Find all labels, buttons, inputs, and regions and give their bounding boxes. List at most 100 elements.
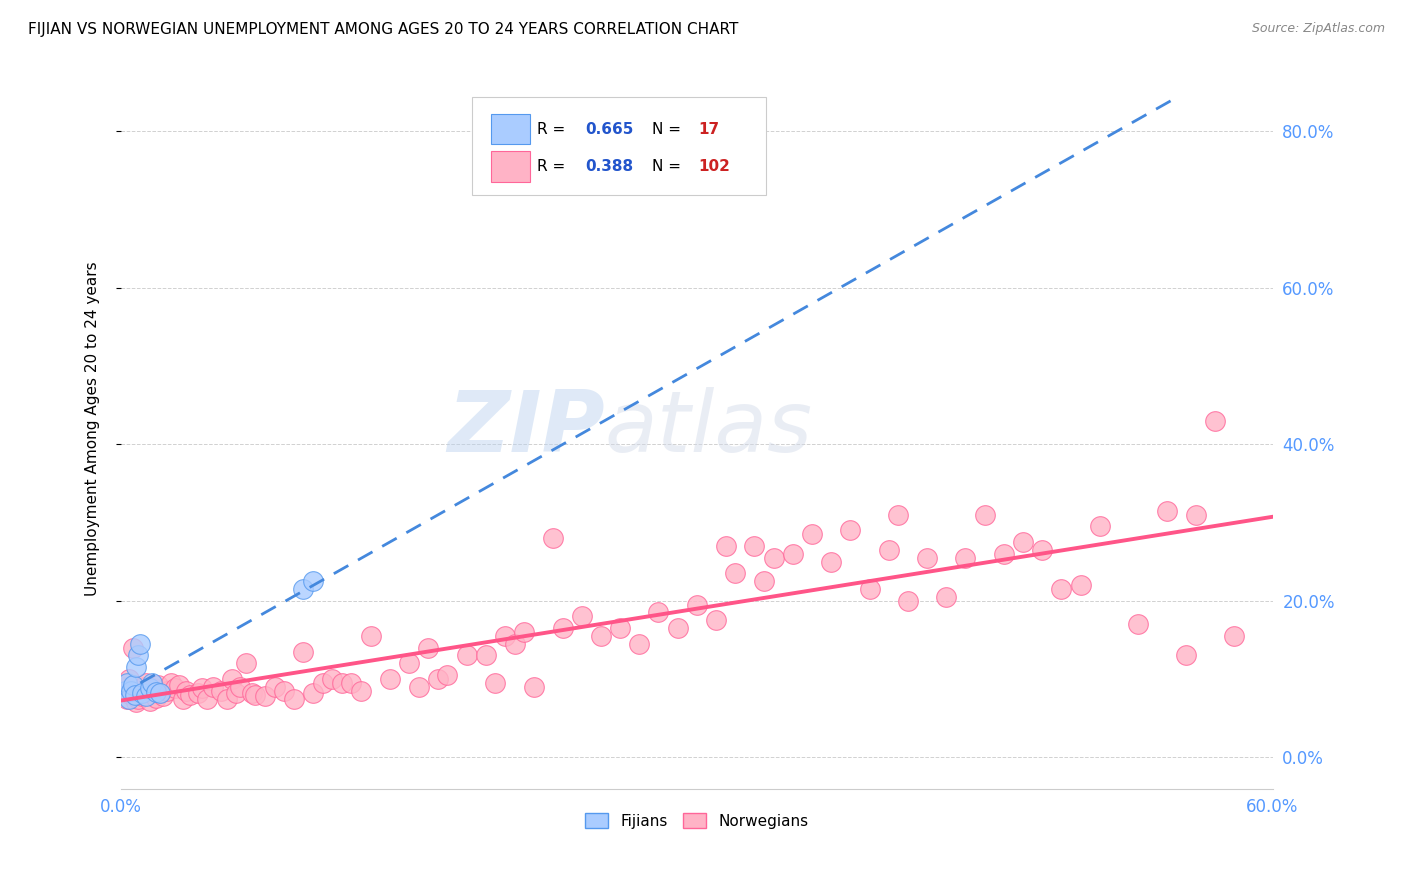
Point	[1156, 504, 1178, 518]
Point	[245, 688, 267, 702]
Point	[877, 542, 900, 557]
Point	[148, 686, 170, 700]
Text: 0.665: 0.665	[585, 121, 634, 136]
Point	[1223, 629, 1246, 643]
Point	[145, 685, 167, 699]
Point	[263, 680, 285, 694]
Point	[1204, 414, 1226, 428]
Point	[704, 613, 727, 627]
Point	[714, 539, 737, 553]
Point	[114, 683, 136, 698]
Point	[163, 681, 186, 696]
Point	[887, 508, 910, 522]
Point	[820, 555, 842, 569]
Point	[408, 680, 430, 694]
Point	[225, 686, 247, 700]
Point	[115, 676, 138, 690]
Point	[398, 657, 420, 671]
Text: R =: R =	[537, 159, 569, 174]
Point	[190, 681, 212, 696]
Point	[229, 680, 252, 694]
Point	[436, 668, 458, 682]
Point	[456, 648, 478, 663]
Point	[955, 550, 977, 565]
Point	[187, 686, 209, 700]
Point	[1031, 542, 1053, 557]
Point	[112, 680, 135, 694]
Point	[202, 680, 225, 694]
Point	[1070, 578, 1092, 592]
Point	[494, 629, 516, 643]
Point	[221, 672, 243, 686]
Text: 102: 102	[697, 159, 730, 174]
Point	[801, 527, 824, 541]
Point	[1128, 617, 1150, 632]
Point	[146, 678, 169, 692]
Point	[139, 694, 162, 708]
Point	[474, 648, 496, 663]
Point	[145, 690, 167, 705]
Point	[666, 621, 689, 635]
Point	[589, 629, 612, 643]
Point	[839, 523, 862, 537]
Point	[292, 644, 315, 658]
Point	[541, 531, 564, 545]
Point	[321, 672, 343, 686]
Point	[571, 609, 593, 624]
Text: Source: ZipAtlas.com: Source: ZipAtlas.com	[1251, 22, 1385, 36]
Point	[120, 688, 142, 702]
Point	[724, 566, 747, 581]
Point	[135, 676, 157, 690]
Point	[283, 691, 305, 706]
Point	[1012, 535, 1035, 549]
Y-axis label: Unemployment Among Ages 20 to 24 years: Unemployment Among Ages 20 to 24 years	[86, 261, 100, 596]
Point	[127, 691, 149, 706]
Text: 0.388: 0.388	[585, 159, 633, 174]
Point	[115, 691, 138, 706]
Point	[176, 683, 198, 698]
Point	[179, 688, 201, 702]
Point	[254, 689, 277, 703]
Point	[762, 550, 785, 565]
Legend: Fijians, Norwegians: Fijians, Norwegians	[579, 806, 814, 835]
Point	[311, 676, 333, 690]
Point	[647, 606, 669, 620]
Point	[1175, 648, 1198, 663]
Point	[686, 598, 709, 612]
Point	[418, 640, 440, 655]
Point	[156, 684, 179, 698]
Point	[915, 550, 938, 565]
Point	[129, 683, 152, 698]
Point	[141, 676, 163, 690]
Point	[897, 593, 920, 607]
Text: atlas: atlas	[605, 387, 813, 470]
Point	[172, 691, 194, 706]
Point	[135, 689, 157, 703]
Point	[118, 691, 141, 706]
Point	[125, 660, 148, 674]
Point	[503, 637, 526, 651]
Point	[292, 582, 315, 596]
Point	[235, 657, 257, 671]
Text: N =: N =	[652, 159, 686, 174]
Point	[1088, 519, 1111, 533]
Point	[378, 672, 401, 686]
Point	[114, 683, 136, 698]
Point	[609, 621, 631, 635]
Point	[273, 683, 295, 698]
Point	[551, 621, 574, 635]
Point	[142, 681, 165, 696]
Point	[160, 676, 183, 690]
Point	[152, 689, 174, 703]
Text: N =: N =	[652, 121, 686, 136]
Point	[120, 683, 142, 698]
Point	[141, 686, 163, 700]
Point	[628, 637, 651, 651]
Point	[1184, 508, 1206, 522]
Point	[131, 686, 153, 700]
Text: ZIP: ZIP	[447, 387, 605, 470]
Point	[858, 582, 880, 596]
Point	[340, 676, 363, 690]
Point	[197, 691, 219, 706]
Point	[131, 689, 153, 703]
